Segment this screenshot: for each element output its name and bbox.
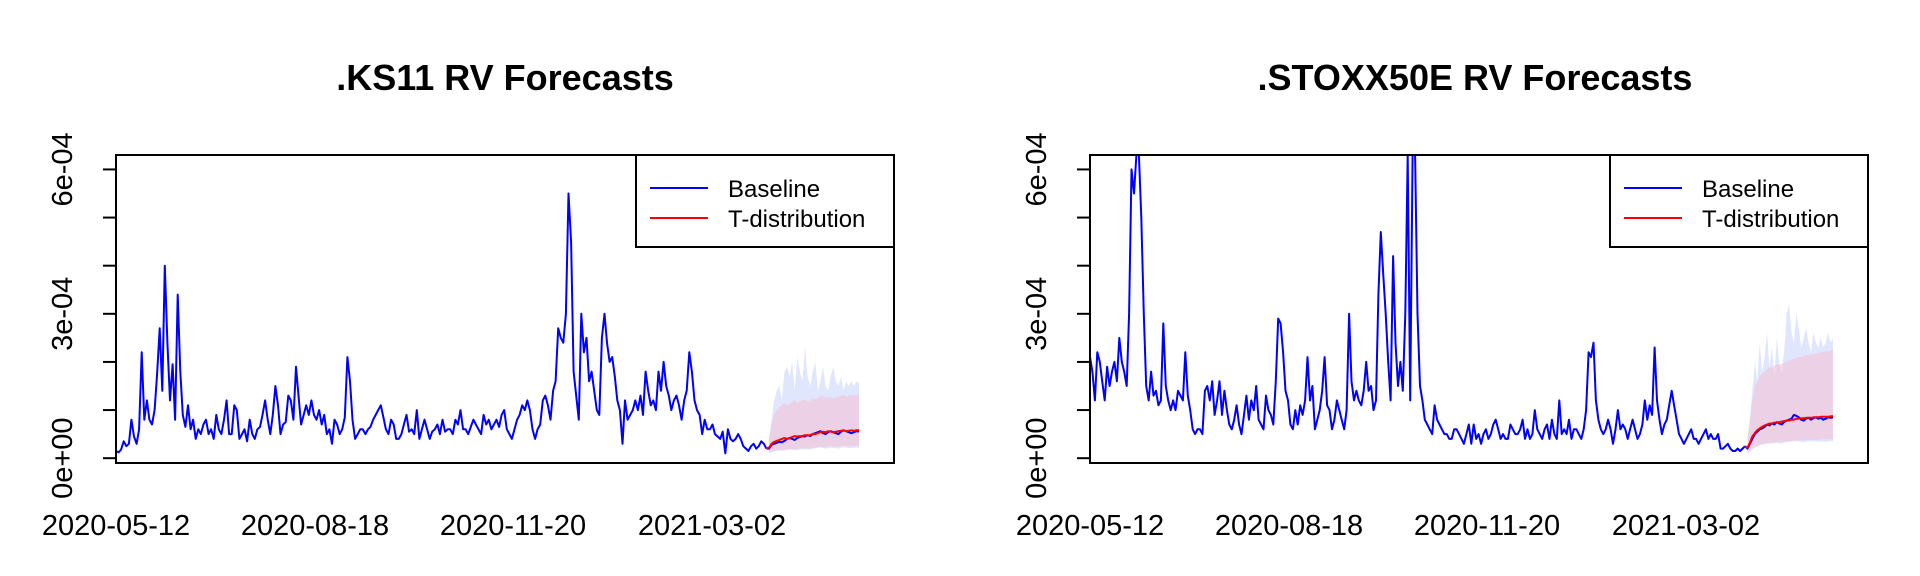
y-tick-label: 6e-04 xyxy=(47,132,79,206)
band-tdist xyxy=(1747,349,1833,454)
y-tick-label: 3e-04 xyxy=(47,277,79,351)
legend: Baseline T-distribution xyxy=(635,154,895,248)
legend-box xyxy=(635,154,895,248)
series-baseline-history xyxy=(1089,154,1746,452)
x-tick-label: 2020-08-18 xyxy=(1215,510,1363,542)
chart-title: .KS11 RV Forecasts xyxy=(336,57,674,98)
x-axis: 2020-05-12 2020-08-18 2020-11-20 2021-03… xyxy=(42,510,786,542)
series-baseline-history xyxy=(115,192,768,455)
legend-box xyxy=(1609,154,1869,248)
legend-label-tdist: T-distribution xyxy=(728,206,865,233)
x-tick-label: 2020-08-18 xyxy=(241,510,389,542)
x-tick-label: 2020-11-20 xyxy=(440,510,586,542)
y-tick-label: 0e+00 xyxy=(1021,417,1053,498)
y-tick-label: 0e+00 xyxy=(47,417,79,498)
y-axis: 0e+00 3e-04 6e-04 xyxy=(47,132,117,499)
forecast-bands xyxy=(1747,304,1833,454)
x-tick-label: 2020-05-12 xyxy=(1016,510,1164,542)
panel-stoxx50e: .STOXX50E RV Forecasts 0e+00 3e-04 6e-04… xyxy=(1016,57,1869,542)
y-tick-label: 3e-04 xyxy=(1021,277,1053,351)
series-tdist-forecast xyxy=(766,429,859,450)
chart-title: .STOXX50E RV Forecasts xyxy=(1258,57,1693,98)
x-tick-label: 2021-03-02 xyxy=(1612,510,1760,542)
forecast-bands xyxy=(769,347,859,454)
panel-ks11: .KS11 RV Forecasts 0e+00 3e-04 6e-04 202… xyxy=(42,57,895,542)
x-tick-label: 2020-11-20 xyxy=(1414,510,1560,542)
y-axis: 0e+00 3e-04 6e-04 xyxy=(1021,132,1091,499)
legend-label-baseline: Baseline xyxy=(1702,176,1794,203)
x-tick-label: 2020-05-12 xyxy=(42,510,190,542)
legend-label-tdist: T-distribution xyxy=(1702,206,1839,233)
series-lines xyxy=(1089,154,1834,452)
legend: Baseline T-distribution xyxy=(1609,154,1869,248)
series-lines xyxy=(115,192,860,455)
y-tick-label: 6e-04 xyxy=(1021,132,1053,206)
x-tick-label: 2021-03-02 xyxy=(638,510,786,542)
series-tdist-forecast xyxy=(1744,415,1833,449)
x-axis: 2020-05-12 2020-08-18 2020-11-20 2021-03… xyxy=(1016,510,1760,542)
legend-label-baseline: Baseline xyxy=(728,176,820,203)
